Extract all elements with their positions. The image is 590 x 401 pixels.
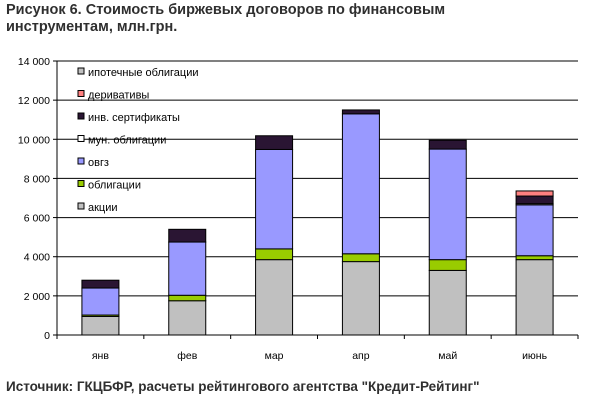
chart-title-line2: инструментам, млн.грн. [6,19,178,35]
chart-title-line1: Рисунок 6. Стоимость биржевых договоров … [6,2,446,18]
x-tick-label: апр [352,350,370,362]
bar-июнь-акции [515,259,554,336]
bar-май-овгз [428,148,467,261]
bar-фев-инв. сертификаты [168,228,207,243]
bar-июнь-инв. сертификаты [515,195,554,205]
y-tick-label: 4 000 [24,252,50,264]
y-tick-label: 0 [44,330,50,342]
y-tick-label: 12 000 [18,95,50,107]
legend-swatch-мун. облигации [77,135,85,142]
legend-swatch-ипотечные облигации [77,67,85,75]
bar-янв-акции [81,315,120,336]
source-note: Источник: ГКЦБФР, расчеты рейтингового а… [6,379,480,394]
bar-июнь-овгз [515,204,554,257]
bar-мар-облигации [255,248,294,261]
x-tick-label: мар [265,350,284,362]
x-tick-label: фев [177,350,197,362]
y-tick-label: 14 000 [18,56,50,68]
bar-фев-акции [168,300,207,336]
y-tick-label: 6 000 [24,213,50,225]
legend-swatch-овгз [77,157,85,165]
bar-фев-овгз [168,241,207,296]
bar-июнь-деривативы [515,190,554,197]
legend-swatch-деривативы [77,90,85,97]
bar-июнь-облигации [515,255,554,261]
plot-area [57,61,578,335]
legend-swatch-инв. сертификаты [77,112,85,120]
bar-фев-облигации [168,294,207,302]
legend-swatch-облигации [77,180,85,187]
bar-янв-инв. сертификаты [81,279,120,289]
bar-апр-овгз [341,113,380,255]
legend-label-облигации: облигации [88,180,141,192]
bar-апр-инв. сертификаты [341,109,380,115]
bar-мар-овгз [255,148,294,250]
y-tick-label: 10 000 [18,134,50,146]
x-tick-label: май [438,350,457,362]
bar-апр-акции [341,261,380,336]
x-tick-label: янв [92,350,109,362]
bar-май-инв. сертификаты [428,139,467,150]
legend-label-инв. сертификаты: инв. сертификаты [88,112,180,124]
legend-label-ипотечные облигации: ипотечные облигации [88,67,199,79]
legend-label-мун. облигации: мун. облигации [88,135,166,147]
legend-label-деривативы: деривативы [88,90,149,102]
bar-мар-акции [255,259,294,336]
legend-label-акции: акции [88,202,118,214]
y-tick-label: 8 000 [24,173,50,185]
x-tick-label: июнь [522,350,548,362]
bar-апр-облигации [341,253,380,263]
bar-янв-овгз [81,287,120,316]
chart-title: Рисунок 6. Стоимость биржевых договоров … [6,2,506,36]
bar-май-облигации [428,259,467,271]
legend-swatch-акции [77,202,85,210]
legend-label-овгз: овгз [88,157,109,169]
legend: ипотечные облигации деривативы инв. сертиф… [77,67,199,214]
bar-май-акции [428,269,467,336]
bar-мар-инв. сертификаты [255,135,294,150]
y-tick-label: 2 000 [24,291,50,303]
